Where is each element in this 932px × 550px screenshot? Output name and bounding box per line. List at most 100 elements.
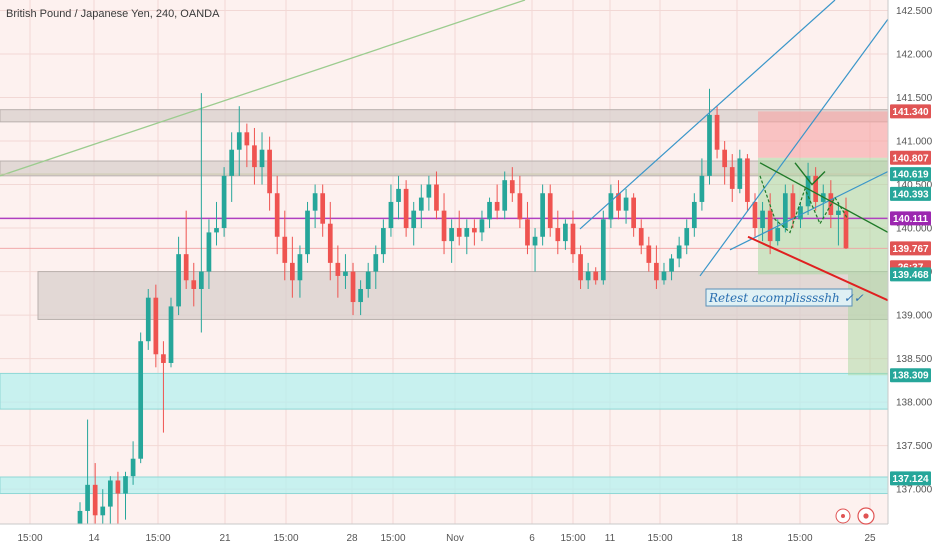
x-tick-label: 28 (346, 533, 358, 544)
candle (684, 219, 690, 255)
candle (434, 171, 439, 220)
candle (532, 228, 538, 272)
candle (699, 158, 705, 211)
green-pattern-line (759, 162, 888, 233)
candle (388, 184, 394, 237)
candle (676, 236, 682, 268)
svg-text:140.393: 140.393 (892, 189, 929, 200)
candle (608, 184, 614, 229)
y-tick-label: 139.000 (896, 311, 932, 322)
price-axis-label: 140.807 (890, 150, 931, 165)
candle (214, 201, 219, 246)
price-axis-label: 139.767 (890, 241, 931, 256)
candle (221, 167, 227, 237)
candle (623, 188, 629, 224)
candle (252, 127, 257, 185)
svg-text:139.767: 139.767 (892, 244, 929, 255)
x-tick-label: 11 (605, 533, 616, 544)
x-tick-label: 21 (219, 533, 231, 544)
candle (396, 175, 401, 220)
candle (418, 184, 424, 229)
candle (669, 254, 674, 281)
candle (760, 201, 765, 242)
candle (563, 219, 568, 250)
arrow-path (794, 162, 826, 186)
candle (130, 441, 136, 485)
candle (274, 175, 280, 255)
candle (745, 154, 750, 211)
chart-title: British Pound / Japanese Yen, 240, OANDA (6, 8, 220, 20)
candle (176, 236, 181, 316)
candle (343, 254, 348, 289)
candle (782, 184, 788, 233)
candle (244, 123, 250, 168)
svg-text:140.619: 140.619 (892, 170, 929, 181)
candle (115, 471, 121, 524)
candle (335, 245, 341, 298)
candle (206, 219, 212, 289)
annotation-box (705, 288, 853, 307)
candle (358, 280, 363, 316)
candle (441, 193, 447, 255)
candle (327, 201, 333, 281)
candle (100, 489, 106, 524)
projection-path (759, 175, 849, 234)
candle (722, 141, 728, 185)
svg-text:139.468: 139.468 (892, 270, 929, 281)
candle (373, 245, 379, 289)
x-tick-label: 15:00 (145, 533, 170, 544)
candle (813, 167, 819, 211)
y-tick-label: 141.000 (896, 137, 932, 148)
price-axis-label: 141.340 (890, 104, 931, 119)
y-tick-label: 137.500 (896, 441, 932, 452)
zone-cyan (0, 372, 888, 410)
candle (259, 132, 265, 185)
candle (168, 297, 174, 368)
candle (517, 175, 523, 229)
zone-gray (0, 160, 888, 177)
zone-gray (0, 109, 888, 123)
x-tick-label: 18 (731, 533, 743, 544)
candle (555, 210, 561, 255)
candle (472, 219, 477, 246)
candle (403, 180, 409, 237)
x-tick-label: 15:00 (647, 533, 672, 544)
zone-cyan (0, 476, 888, 495)
x-tick-label: 15:00 (787, 533, 812, 544)
candle (570, 210, 576, 263)
candle (737, 149, 743, 194)
candle (691, 193, 697, 237)
candle (123, 471, 128, 520)
candle (153, 284, 159, 368)
candle (464, 219, 470, 255)
candle (525, 201, 530, 255)
candle (654, 245, 659, 289)
alert-icon[interactable] (857, 507, 875, 525)
candle (282, 210, 288, 281)
candle (92, 463, 98, 524)
candle (631, 193, 636, 237)
candle (426, 175, 432, 211)
price-axis-label: 140.619 (890, 167, 931, 182)
candle (600, 210, 606, 285)
y-tick-label: 138.000 (896, 398, 932, 409)
candle (85, 419, 90, 524)
events-icon[interactable] (835, 508, 851, 524)
x-tick-label: 14 (88, 533, 100, 544)
x-tick-label: Nov (446, 533, 464, 544)
candle (843, 197, 849, 249)
price-axis-label: 138.309 (890, 368, 931, 383)
svg-text:140.807: 140.807 (892, 153, 929, 164)
y-tick-label: 140.000 (896, 224, 932, 235)
price-axis-label: 139.468 (890, 267, 931, 282)
candle (365, 262, 371, 298)
candle (836, 201, 841, 246)
candle (767, 193, 773, 255)
time-axis-background (0, 524, 888, 550)
candle (502, 171, 508, 220)
annotation-group[interactable]: Retest acomplisssshh ✓✓ (705, 288, 864, 307)
candle (456, 210, 462, 246)
x-tick-label: 15:00 (560, 533, 585, 544)
x-tick-label: 15:00 (273, 533, 298, 544)
